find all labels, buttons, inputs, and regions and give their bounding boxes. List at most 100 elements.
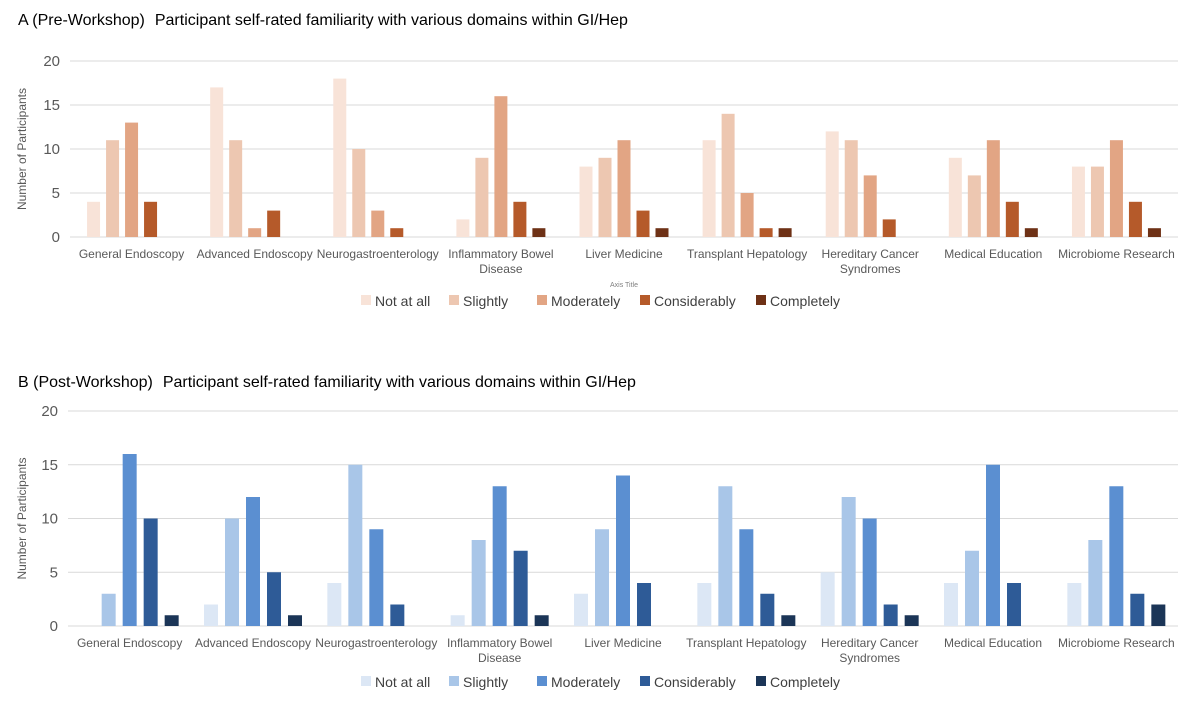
bar [882, 219, 896, 237]
bar [532, 228, 546, 237]
bar [267, 572, 281, 626]
y-tick-label: 15 [43, 97, 60, 114]
bar [948, 157, 962, 237]
bar [492, 486, 507, 626]
bar [702, 140, 716, 237]
bar [721, 113, 735, 237]
bar [288, 615, 302, 626]
bar [904, 615, 919, 626]
y-tick-label: 15 [41, 457, 58, 474]
x-tick-label: Liver Medicine [584, 636, 662, 650]
bar [883, 604, 898, 626]
x-tick-label: Hereditary Cancer [821, 636, 918, 650]
post-workshop-bar-chart: 0 5 10 15 20 Number of Participants General En… [15, 403, 1178, 690]
bar [841, 497, 856, 626]
legend-label: Moderately [551, 674, 620, 690]
legend-swatch [640, 676, 650, 686]
bar [636, 210, 650, 237]
bar [327, 583, 342, 626]
legend-label: Considerably [654, 293, 736, 309]
bar [471, 540, 486, 626]
bar [1128, 201, 1142, 237]
panel-title: B (Post-Workshop) Participant self-rated … [18, 374, 636, 392]
x-tick-label: Disease [479, 262, 523, 276]
bar [718, 486, 733, 626]
bar [617, 140, 631, 237]
bar [143, 518, 158, 626]
legend-label: Completely [770, 293, 840, 309]
bar [778, 228, 792, 237]
bar [450, 615, 465, 626]
legend-swatch [361, 676, 371, 686]
legend-label: Completely [770, 674, 840, 690]
legend-label: Moderately [551, 293, 620, 309]
y-tick-label: 5 [52, 185, 60, 202]
x-tick-label: General Endoscopy [77, 636, 182, 650]
bar [740, 193, 754, 237]
bar [844, 140, 858, 237]
bar [348, 464, 363, 626]
x-tick-label: Hereditary Cancer [822, 247, 919, 261]
y-axis-title: Number of Participants [15, 88, 29, 210]
y-axis-title: Number of Participants [15, 457, 29, 579]
bar [825, 131, 839, 237]
y-tick-label: 0 [50, 618, 58, 635]
x-tick-label: Transplant Hepatology [687, 247, 807, 261]
bar [122, 454, 137, 626]
bar [697, 583, 712, 626]
bar [204, 604, 218, 626]
panel-label: B (Post-Workshop) [18, 374, 153, 391]
bar [494, 96, 508, 237]
legend-label: Slightly [463, 293, 508, 309]
bar [598, 157, 612, 237]
x-tick-label: Medical Education [944, 247, 1042, 261]
bar [1147, 228, 1161, 237]
legend-swatch [449, 676, 459, 686]
legend-swatch [537, 295, 547, 305]
y-tick-label: 20 [43, 53, 60, 70]
x-tick-label: Transplant Hepatology [686, 636, 806, 650]
panel-title: A (Pre-Workshop) Participant self-rated f… [18, 12, 628, 30]
x-tick-label: Disease [478, 651, 522, 665]
bar [967, 175, 981, 237]
legend-label: Slightly [463, 674, 508, 690]
bar [1090, 166, 1104, 237]
bar [229, 140, 243, 237]
bar [595, 529, 609, 626]
post-workshop-panel: B (Post-Workshop) Participant self-rated … [0, 362, 1198, 702]
x-tick-label: Advanced Endoscopy [197, 247, 313, 261]
bar [986, 464, 1000, 626]
bar [965, 550, 979, 626]
bar [1024, 228, 1038, 237]
x-tick-label: Liver Medicine [585, 247, 663, 261]
x-tick-label: Medical Education [944, 636, 1042, 650]
bar [164, 615, 179, 626]
bar [1071, 166, 1085, 237]
chart-title: Participant self-rated familiarity with … [162, 374, 636, 391]
bar [371, 210, 385, 237]
panel-label: A (Pre-Workshop) [18, 12, 145, 29]
bar [513, 550, 528, 626]
bar [1109, 140, 1123, 237]
x-tick-label: Neurogastroenterology [317, 247, 439, 261]
bar [456, 219, 470, 237]
legend-swatch [537, 676, 547, 686]
bar [820, 572, 835, 626]
bar [144, 201, 158, 237]
legend-swatch [449, 295, 459, 305]
chart-title: Participant self-rated familiarity with … [154, 12, 628, 29]
bar [655, 228, 669, 237]
bar [986, 140, 1000, 237]
legend-label: Considerably [654, 674, 736, 690]
legend-swatch [756, 676, 766, 686]
bar [248, 228, 262, 237]
pre-workshop-panel: A (Pre-Workshop) Participant self-rated f… [0, 0, 1198, 330]
legend-label: Not at all [375, 674, 430, 690]
y-tick-label: 10 [41, 511, 58, 528]
x-tick-label: Inflammatory Bowel [447, 636, 552, 650]
bar [87, 201, 101, 237]
bar [1109, 486, 1124, 626]
y-tick-label: 10 [43, 141, 60, 158]
bar [574, 593, 588, 626]
legend-swatch [756, 295, 766, 305]
